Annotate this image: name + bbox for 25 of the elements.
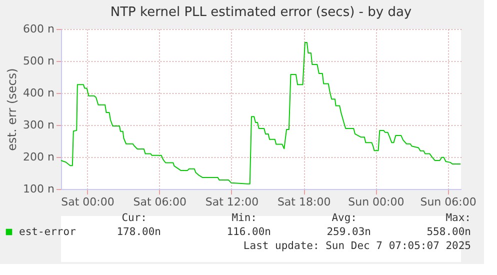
text: Cur: — [122, 212, 147, 224]
x-tick-label: Sat 00:00 — [61, 196, 114, 208]
text: 558.00n — [426, 226, 471, 238]
y-tick-label: 400 n — [23, 86, 55, 100]
x-tick-label: Sat 12:00 — [205, 196, 259, 208]
x-tick-label: Sat 18:00 — [277, 196, 331, 208]
x-tick-label: Sat 06:00 — [133, 196, 186, 208]
y-tick-label: 300 n — [23, 118, 55, 132]
y-tick-label: 600 n — [23, 22, 55, 36]
x-tick-label: Sun 06:00 — [420, 196, 476, 208]
chart-title: NTP kernel PLL estimated error (secs) - by day — [110, 5, 412, 20]
y-tick-label: 200 n — [23, 150, 55, 164]
legend-label: est-error — [19, 226, 76, 238]
text: 116.00n — [226, 226, 271, 238]
text: 178.00n — [116, 226, 161, 238]
line-series — [60, 42, 462, 184]
y-tick-label: 100 n — [23, 182, 55, 196]
y-axis-title: est. err (secs) — [5, 68, 20, 151]
x-tick-label: Sun 00:00 — [348, 196, 404, 208]
text: Avg: — [332, 212, 357, 224]
y-tick-label: 500 n — [23, 54, 55, 68]
text: Min: — [232, 212, 257, 224]
text: Max: — [446, 212, 471, 224]
text: Last update: Sun Dec 7 07:05:07 2025 — [243, 240, 471, 252]
text: 259.03n — [326, 226, 371, 238]
